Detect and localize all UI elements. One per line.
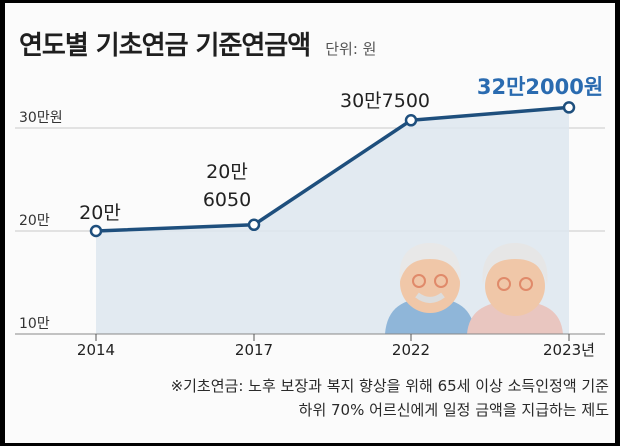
infographic-frame: 연도별 기초연금 기준연금액 단위: 원 10만 20만 30만원 2014 2017 2… <box>5 3 615 443</box>
y-tick-label: 10만 <box>19 316 50 332</box>
unit-label: 단위: 원 <box>325 40 377 58</box>
data-point <box>247 218 261 232</box>
data-label: 6050 <box>203 189 251 211</box>
x-tick-label: 2014 <box>77 341 115 359</box>
elderly-couple-icon <box>385 243 563 334</box>
footnote-line-2: 하위 70% 어르신에게 일정 금액을 지급하는 제도 <box>298 401 609 419</box>
data-point <box>562 101 576 114</box>
series-line <box>95 105 570 233</box>
x-tick-label: 2023년 <box>543 341 595 359</box>
data-label: 20만 <box>79 202 121 224</box>
chart-area: 10만 20만 30만원 2014 2017 2022 2023년 20만 20만 6050 30만… <box>15 75 605 359</box>
data-point <box>404 114 418 127</box>
footnote: ※기초연금: 노후 보장과 복지 향상을 위해 65세 이상 소득인정액 기준 … <box>35 374 609 422</box>
x-tick-label: 2022 <box>392 341 430 359</box>
y-tick-label: 20만 <box>19 213 50 229</box>
x-tick-label: 2017 <box>235 341 273 359</box>
chart-title: 연도별 기초연금 기준연금액 <box>19 31 311 61</box>
data-label: 32만2000원 <box>477 75 603 99</box>
title-row: 연도별 기초연금 기준연금액 단위: 원 <box>19 25 376 62</box>
data-point <box>89 224 103 238</box>
y-tick-label: 30만원 <box>19 110 63 126</box>
data-label: 20만 <box>206 161 248 183</box>
data-label: 30만7500 <box>340 90 430 112</box>
footnote-line-1: ※기초연금: 노후 보장과 복지 향상을 위해 65세 이상 소득인정액 기준 <box>170 377 609 395</box>
